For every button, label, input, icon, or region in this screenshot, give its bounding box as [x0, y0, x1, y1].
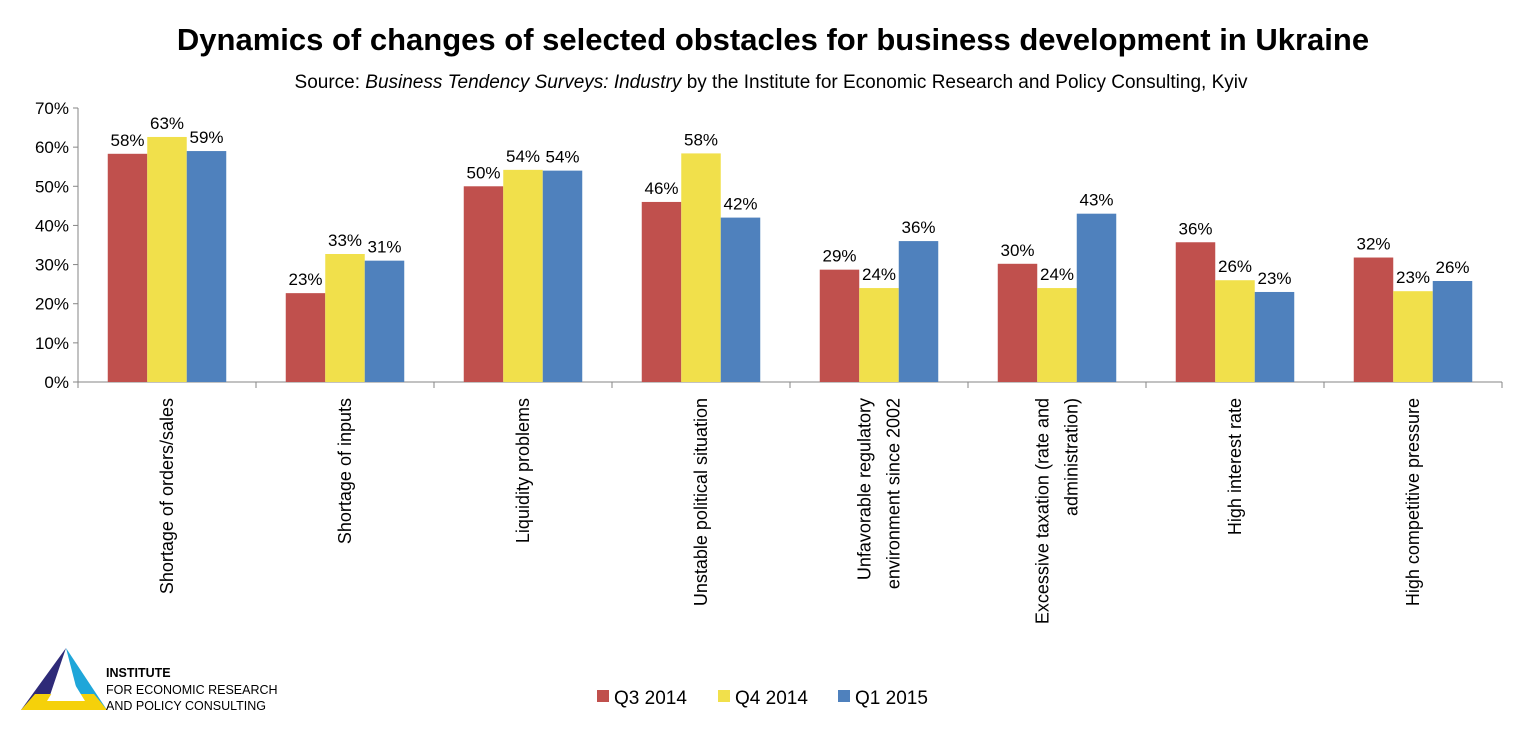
category-label-line: High interest rate [1225, 398, 1245, 535]
y-tick-label: 20% [35, 295, 69, 314]
data-label: 23% [1396, 268, 1430, 287]
logo-line-1: INSTITUTE [106, 666, 171, 680]
bar [325, 254, 365, 382]
bar [1076, 213, 1117, 382]
y-tick-label: 40% [35, 216, 69, 235]
legend-label: Q3 2014 [614, 688, 687, 709]
data-label: 59% [189, 128, 223, 147]
data-label: 30% [1000, 241, 1034, 260]
y-tick-label: 60% [35, 138, 69, 157]
bar [720, 217, 761, 382]
category-label: Unfavorable regulatory environment since … [855, 398, 904, 589]
category-label-line: Shortage of orders/sales [157, 398, 177, 594]
legend: Q3 2014 Q4 2014 Q1 2015 [597, 688, 928, 709]
bar [859, 288, 899, 382]
bar [1432, 281, 1473, 382]
bar [1037, 288, 1077, 382]
data-label: 50% [466, 163, 500, 182]
data-label: 24% [862, 265, 896, 284]
data-label: 29% [822, 247, 856, 266]
legend-swatch [838, 690, 850, 702]
category-label: Shortage of orders/sales [157, 398, 177, 594]
bar [285, 293, 326, 382]
bar [1254, 291, 1295, 382]
legend-swatch [718, 690, 730, 702]
institute-logo: INSTITUTE FOR ECONOMIC RESEARCH AND POLI… [21, 648, 278, 713]
y-tick-label: 50% [35, 177, 69, 196]
data-label: 43% [1079, 191, 1113, 210]
y-tick-label: 30% [35, 256, 69, 275]
data-label: 24% [1040, 265, 1074, 284]
data-label: 33% [328, 231, 362, 250]
y-tick-label: 10% [35, 334, 69, 353]
data-label: 31% [367, 238, 401, 257]
logo-triangle-icon [21, 648, 107, 710]
category-label-line: Liquidity problems [513, 398, 533, 543]
bar [1353, 257, 1394, 382]
bar [542, 170, 583, 382]
category-label-line: Unfavorable regulatory [855, 398, 875, 580]
category-label: Excessive taxation (rate and administrati… [1033, 398, 1082, 624]
data-label: 54% [545, 148, 579, 167]
category-label-line: Shortage of inputs [335, 398, 355, 544]
bar [107, 153, 148, 382]
bar [681, 153, 721, 382]
data-label: 42% [723, 195, 757, 214]
bar [898, 241, 939, 382]
subtitle-source: Business Tendency Surveys: Industry [365, 72, 683, 93]
category-label-line: administration) [1062, 398, 1082, 516]
category-label-line: High competitive pressure [1403, 398, 1423, 606]
legend-label: Q1 2015 [855, 688, 928, 709]
bar [997, 263, 1038, 382]
category-label: Liquidity problems [513, 398, 533, 543]
data-label: 36% [1178, 219, 1212, 238]
data-label: 23% [1257, 269, 1291, 288]
data-label: 26% [1218, 257, 1252, 276]
chart-title: Dynamics of changes of selected obstacle… [177, 22, 1369, 57]
bar [463, 186, 504, 382]
category-label-line: Excessive taxation (rate and [1033, 398, 1053, 624]
bar [147, 136, 187, 382]
bar [364, 260, 405, 382]
category-label: Shortage of inputs [335, 398, 355, 544]
bar [819, 269, 860, 382]
bar [1175, 242, 1216, 382]
data-label: 58% [110, 131, 144, 150]
category-label: Unstable political situation [691, 398, 711, 606]
data-label: 46% [644, 179, 678, 198]
bar [1215, 280, 1255, 382]
data-label: 58% [684, 130, 718, 149]
y-tick-label: 70% [35, 99, 69, 118]
data-label: 54% [506, 147, 540, 166]
bar [1393, 291, 1433, 382]
category-label-line: Unstable political situation [691, 398, 711, 606]
data-label: 23% [288, 270, 322, 289]
category-label: High interest rate [1225, 398, 1245, 535]
data-label: 36% [901, 218, 935, 237]
logo-line-3: AND POLICY CONSULTING [106, 699, 266, 713]
legend-label: Q4 2014 [735, 688, 808, 709]
bar [641, 201, 682, 382]
data-label: 26% [1435, 258, 1469, 277]
bar [503, 169, 543, 382]
bar [186, 151, 227, 382]
logo-line-2: FOR ECONOMIC RESEARCH [106, 683, 278, 697]
legend-swatch [597, 690, 609, 702]
category-label-line: environment since 2002 [884, 398, 904, 589]
data-label: 32% [1356, 235, 1390, 254]
data-label: 63% [150, 114, 184, 133]
y-tick-label: 0% [44, 373, 69, 392]
category-label: High competitive pressure [1403, 398, 1423, 606]
subtitle-prefix: Source: [295, 72, 366, 93]
plot-area: 0% 10% 20% 30% 40% 50% 60% 70% 58% 63% 59% Shortage… [35, 99, 1503, 624]
subtitle-suffix: by the Institute for Economic Research a… [681, 72, 1248, 93]
chart-subtitle: Source: Business Tendency Surveys: Indus… [295, 72, 1248, 93]
